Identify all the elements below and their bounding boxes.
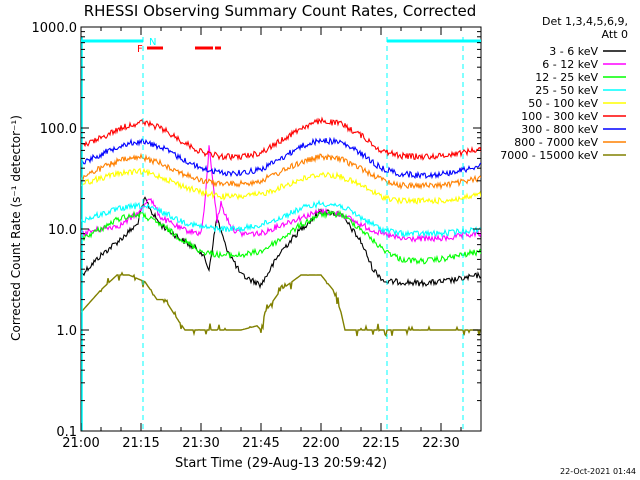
legend-label-7: 300 - 800 keV bbox=[521, 123, 598, 136]
series-line-4 bbox=[81, 199, 481, 238]
night-label: N bbox=[149, 37, 156, 48]
legend-header-line-2: Att 0 bbox=[602, 28, 628, 41]
y-tick-label: 100.0 bbox=[40, 122, 77, 137]
y-tick-label: 1.0 bbox=[56, 324, 77, 339]
y-axis-label: Corrected Count Rate (s⁻¹ detector⁻¹) bbox=[9, 115, 23, 341]
x-tick-label: 21:45 bbox=[242, 436, 279, 451]
series-group bbox=[81, 116, 481, 338]
x-tick-label: 21:15 bbox=[122, 436, 159, 451]
legend-label-3: 12 - 25 keV bbox=[535, 71, 598, 84]
x-tick-label: 22:00 bbox=[302, 436, 339, 451]
x-tick-label: 22:15 bbox=[362, 436, 399, 451]
y-tick-label: 0.1 bbox=[56, 425, 77, 440]
legend-label-9: 7000 - 15000 keV bbox=[500, 149, 598, 162]
legend-label-2: 6 - 12 keV bbox=[542, 58, 598, 71]
x-axis-label: Start Time (29-Aug-13 20:59:42) bbox=[175, 456, 387, 471]
y-tick-label: 10.0 bbox=[48, 223, 77, 238]
x-tick-label: 22:30 bbox=[422, 436, 459, 451]
x-tick-label: 21:30 bbox=[182, 436, 219, 451]
legend-label-4: 25 - 50 keV bbox=[535, 84, 598, 97]
x-axis: 21:00 21:15 21:30 21:45 22:00 22:15 22:30 bbox=[62, 27, 482, 451]
series-line-9 bbox=[81, 271, 481, 338]
series-line-2 bbox=[81, 145, 481, 243]
legend-header-line-1: Det 1,3,4,5,6,9, bbox=[542, 15, 628, 28]
x-tick-label: 21:00 bbox=[62, 436, 99, 451]
flare-label: F bbox=[137, 44, 143, 55]
y-tick-label: 1000.0 bbox=[32, 21, 78, 36]
plot-area: NF bbox=[80, 26, 482, 432]
plot-frame bbox=[80, 26, 482, 432]
series-line-8 bbox=[81, 152, 481, 191]
y-axis: 0.1 1.0 10.0 100.0 1000.0 bbox=[32, 21, 481, 440]
series-line-7 bbox=[81, 136, 481, 180]
series-line-3 bbox=[81, 209, 481, 265]
series-line-6 bbox=[81, 116, 481, 162]
legend-label-8: 800 - 7000 keV bbox=[514, 136, 598, 149]
legend-label-6: 100 - 300 keV bbox=[521, 110, 598, 123]
series-line-5 bbox=[81, 167, 481, 205]
legend-label-1: 3 - 6 keV bbox=[549, 45, 598, 58]
legend-label-5: 50 - 100 keV bbox=[528, 97, 598, 110]
generation-timestamp: 22-Oct-2021 01:44 bbox=[560, 467, 636, 476]
chart-title: RHESSI Observing Summary Count Rates, Co… bbox=[84, 2, 477, 20]
series-line-1 bbox=[81, 196, 481, 290]
